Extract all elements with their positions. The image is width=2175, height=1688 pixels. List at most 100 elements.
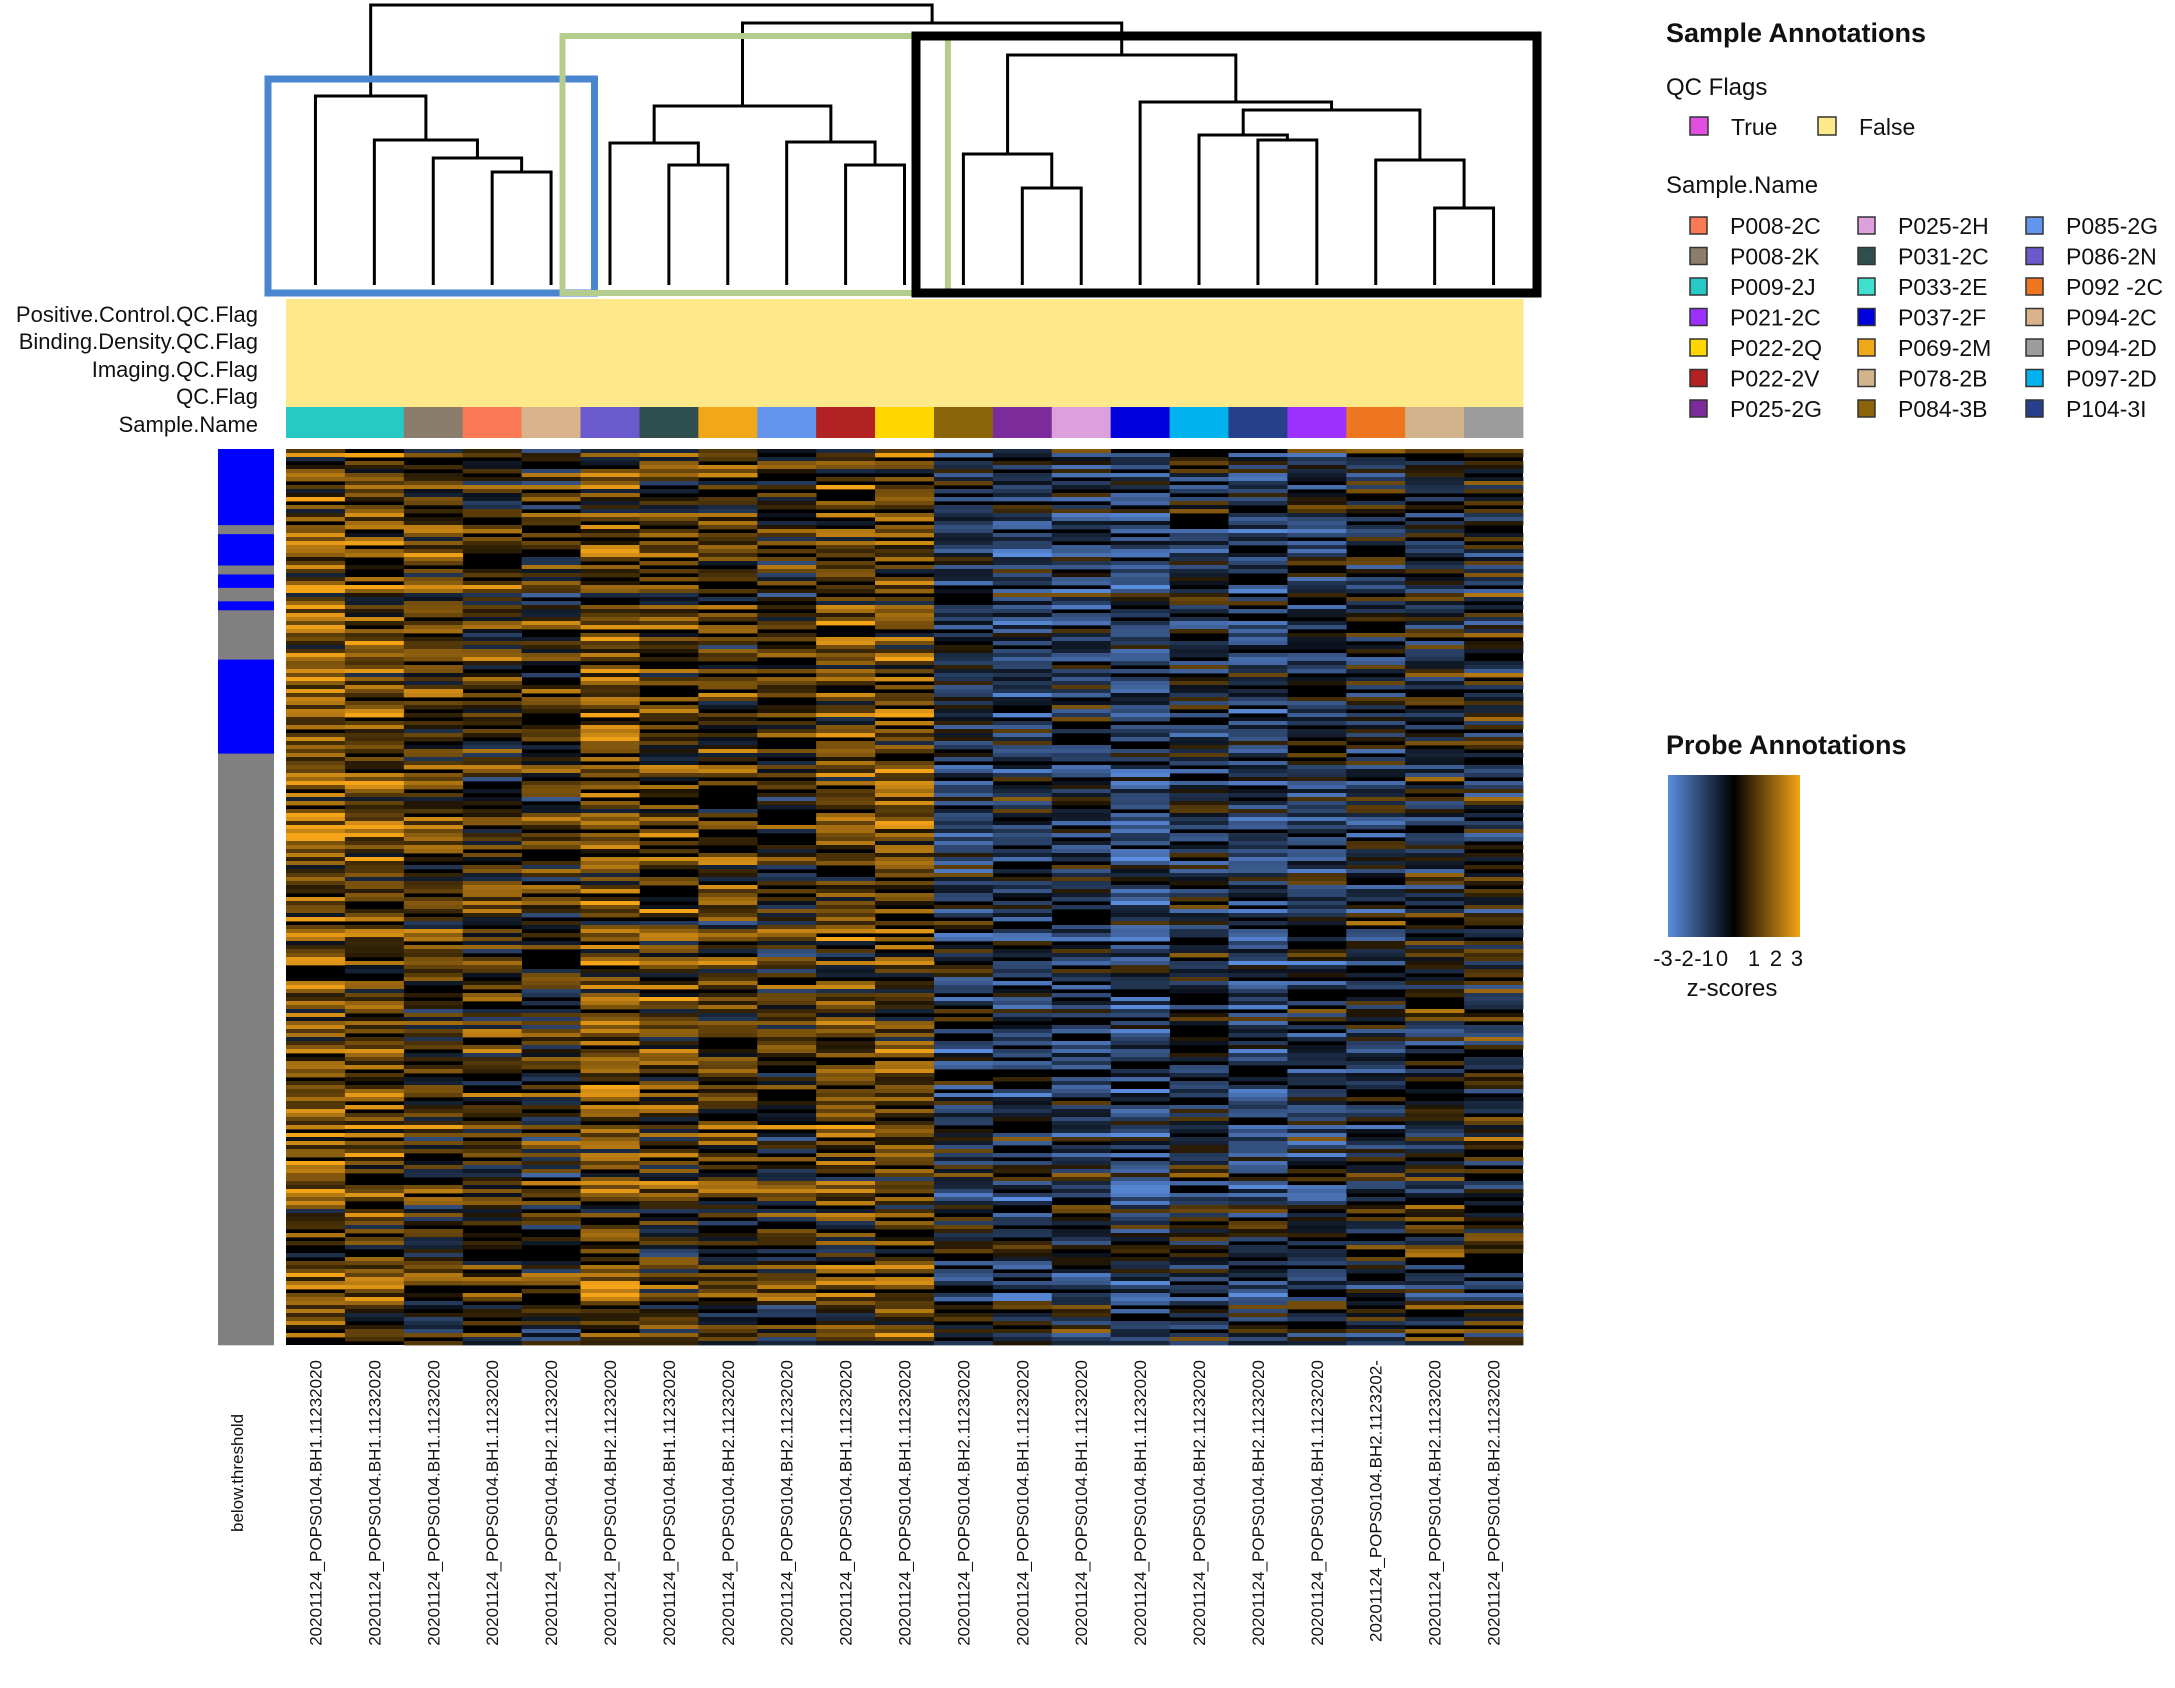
heatmap-cell bbox=[933, 557, 994, 562]
heatmap-cell bbox=[816, 1093, 876, 1098]
heatmap-cell bbox=[580, 581, 640, 586]
heatmap-cell bbox=[1405, 1265, 1465, 1270]
heatmap-cell bbox=[1287, 1197, 1347, 1202]
heatmap-cell bbox=[757, 513, 817, 518]
heatmap-cell bbox=[757, 505, 817, 510]
heatmap-cell bbox=[403, 957, 464, 962]
heatmap-cell bbox=[1287, 449, 1347, 454]
heatmap-cell bbox=[1110, 1177, 1170, 1182]
heatmap-cell bbox=[1169, 649, 1229, 654]
heatmap-cell bbox=[698, 653, 758, 658]
annotation-labels: Positive.Control.QC.Flag Binding.Density… bbox=[16, 302, 258, 437]
heatmap-cell bbox=[639, 817, 699, 822]
heatmap-cell bbox=[1228, 1269, 1288, 1274]
heatmap-cell bbox=[1051, 781, 1112, 786]
legend-swatch bbox=[1857, 246, 1876, 266]
heatmap-cell bbox=[992, 621, 1053, 626]
heatmap-cell bbox=[403, 649, 464, 654]
heatmap-cell bbox=[1051, 1153, 1112, 1158]
heatmap-cell bbox=[1405, 1237, 1465, 1242]
heatmap-cell bbox=[875, 741, 935, 746]
color-scale-tick: 1 bbox=[1748, 946, 1760, 971]
heatmap-cell bbox=[286, 1093, 346, 1098]
heatmap-cell bbox=[1051, 937, 1112, 942]
heatmap-cell bbox=[1051, 1093, 1112, 1098]
heatmap-cell bbox=[933, 529, 994, 534]
heatmap-cell bbox=[1169, 801, 1229, 806]
heatmap-cell bbox=[1464, 681, 1524, 686]
heatmap-cell bbox=[1051, 765, 1112, 770]
heatmap-cell bbox=[757, 1197, 817, 1202]
heatmap-cell bbox=[816, 677, 876, 682]
heatmap-cell bbox=[580, 961, 640, 966]
heatmap-cell bbox=[1287, 1061, 1347, 1066]
heatmap-cell bbox=[1405, 953, 1465, 958]
heatmap-cell bbox=[992, 581, 1053, 586]
heatmap-cell bbox=[1346, 589, 1406, 594]
heatmap-cell bbox=[286, 1189, 346, 1194]
heatmap-cell bbox=[639, 1101, 699, 1106]
heatmap-cell bbox=[933, 821, 994, 826]
heatmap-cell bbox=[639, 449, 699, 454]
legend-label: P008-2C bbox=[1730, 213, 1821, 239]
heatmap-cell bbox=[1346, 1301, 1406, 1306]
heatmap-cell bbox=[1051, 993, 1112, 998]
heatmap-cell bbox=[1051, 1169, 1112, 1174]
heatmap-cell bbox=[1110, 697, 1170, 702]
heatmap-cell bbox=[1228, 777, 1288, 782]
heatmap-cell bbox=[757, 1025, 817, 1030]
heatmap-cell bbox=[1287, 1125, 1347, 1130]
heatmap-cell bbox=[1405, 805, 1465, 810]
heatmap-cell bbox=[1287, 517, 1347, 522]
heatmap-cell bbox=[992, 1113, 1053, 1118]
heatmap-cell bbox=[1346, 921, 1406, 926]
heatmap-cell bbox=[757, 1285, 817, 1290]
heatmap-cell bbox=[757, 1001, 817, 1006]
heatmap-cell bbox=[1287, 697, 1347, 702]
heatmap-cell bbox=[639, 1061, 699, 1066]
heatmap-cell bbox=[757, 1101, 817, 1106]
heatmap-cell bbox=[1464, 1273, 1524, 1278]
heatmap-cell bbox=[286, 989, 346, 994]
heatmap-cell bbox=[462, 937, 523, 942]
sample-name-cell bbox=[757, 407, 817, 438]
heatmap-cell bbox=[639, 949, 699, 954]
heatmap-cell bbox=[344, 917, 405, 922]
heatmap-cell bbox=[933, 1157, 994, 1162]
heatmap-cell bbox=[286, 897, 346, 902]
heatmap-cell bbox=[1051, 1145, 1112, 1150]
heatmap-cell bbox=[639, 1317, 699, 1322]
heatmap-cell bbox=[344, 873, 405, 878]
heatmap-cell bbox=[1110, 865, 1170, 870]
legend-swatch bbox=[2025, 307, 2044, 327]
heatmap-cell bbox=[344, 785, 405, 790]
heatmap-cell bbox=[757, 877, 817, 882]
heatmap-cell bbox=[933, 837, 994, 842]
heatmap-cell bbox=[1405, 1017, 1465, 1022]
heatmap-cell bbox=[462, 1185, 523, 1190]
heatmap-cell bbox=[933, 781, 994, 786]
heatmap-cell bbox=[1228, 1249, 1288, 1254]
heatmap-cell bbox=[1346, 701, 1406, 706]
heatmap-cell bbox=[1287, 1169, 1347, 1174]
heatmap-cell bbox=[1464, 701, 1524, 706]
legend-label: P069-2M bbox=[1898, 335, 1991, 361]
legend-title-probe-annotations: Probe Annotations bbox=[1666, 730, 1907, 760]
heatmap-cell bbox=[1346, 909, 1406, 914]
heatmap-cell bbox=[344, 893, 405, 898]
heatmap-cell bbox=[757, 825, 817, 830]
heatmap-cell bbox=[757, 685, 817, 690]
heatmap-cell bbox=[875, 1017, 935, 1022]
heatmap-cell bbox=[403, 857, 464, 862]
heatmap-cell bbox=[757, 1137, 817, 1142]
heatmap-cell bbox=[875, 1197, 935, 1202]
heatmap-cell bbox=[1405, 1069, 1465, 1074]
heatmap-cell bbox=[403, 1065, 464, 1070]
heatmap-cell bbox=[816, 605, 876, 610]
heatmap-cell bbox=[933, 1313, 994, 1318]
heatmap-cell bbox=[1110, 1029, 1170, 1034]
heatmap-cell bbox=[1464, 605, 1524, 610]
heatmap-cell bbox=[286, 1325, 346, 1330]
heatmap-cell bbox=[344, 689, 405, 694]
heatmap-cell bbox=[580, 781, 640, 786]
